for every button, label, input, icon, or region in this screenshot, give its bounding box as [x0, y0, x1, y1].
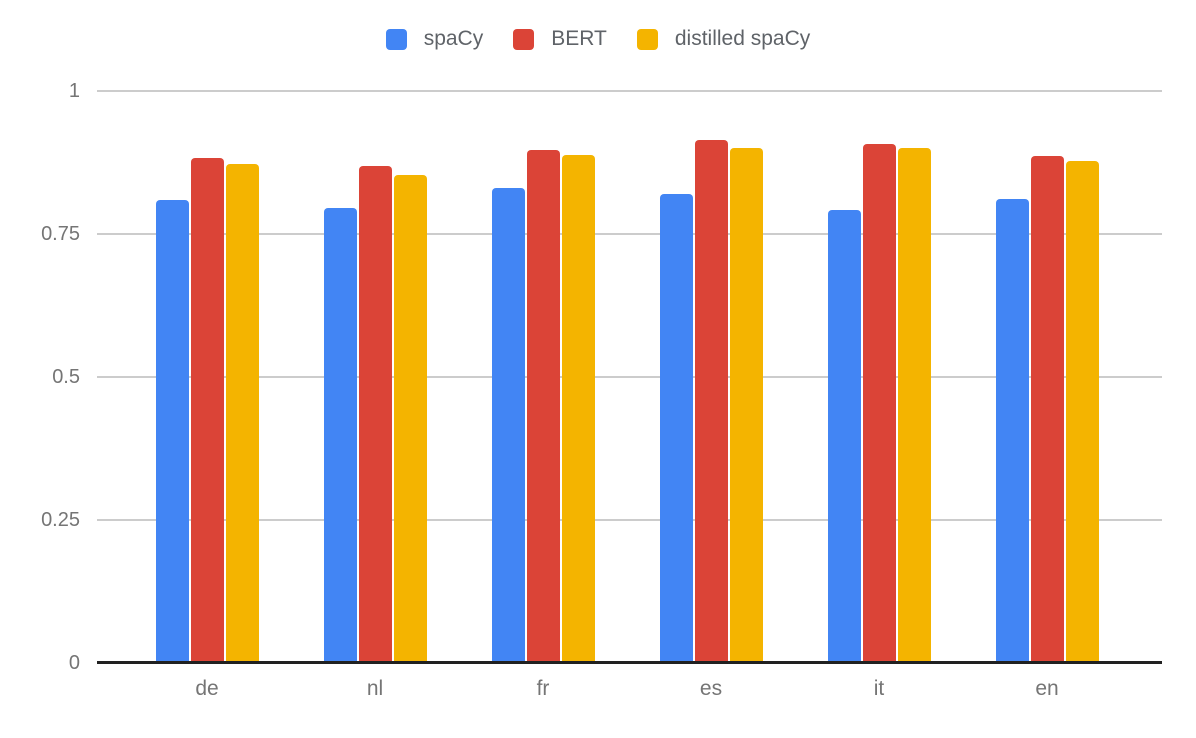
legend-swatch-icon: [385, 28, 407, 50]
bar-group-en: [995, 91, 1099, 663]
y-tick-label: 0.75: [41, 223, 80, 245]
bar-de-spacy[interactable]: [155, 199, 189, 663]
chart-legend: spaCy BERT distilled spaCy: [0, 26, 1196, 52]
bar-it-bert[interactable]: [862, 143, 896, 663]
legend-label: BERT: [551, 27, 607, 50]
bar-fr-distilled-spacy[interactable]: [561, 154, 595, 663]
y-tick-label: 0.5: [52, 366, 80, 388]
x-tick-label-it: it: [873, 677, 885, 700]
bar-es-spacy[interactable]: [659, 193, 693, 663]
plot-area: [97, 90, 1162, 664]
legend-item-0[interactable]: spaCy: [385, 26, 484, 52]
y-tick-label: 0.25: [41, 509, 80, 531]
bar-en-bert[interactable]: [1030, 156, 1064, 663]
gridline-0.25: [97, 519, 1162, 521]
x-tick-label-de: de: [195, 677, 219, 700]
legend-label: spaCy: [423, 27, 484, 50]
bar-group-fr: [491, 91, 595, 663]
gridline-1: [97, 90, 1162, 92]
y-tick-label: 1: [68, 80, 80, 102]
x-tick-label-fr: fr: [536, 677, 550, 700]
x-tick-label-nl: nl: [366, 677, 384, 700]
bar-group-it: [827, 91, 931, 663]
gridline-0.5: [97, 376, 1162, 378]
bar-fr-bert[interactable]: [526, 149, 560, 663]
gridline-0.75: [97, 233, 1162, 235]
x-tick-label-en: en: [1035, 677, 1059, 700]
legend-item-1[interactable]: BERT: [513, 26, 607, 52]
y-tick-label: 0: [68, 652, 80, 674]
legend-swatch-icon: [513, 28, 535, 50]
bar-nl-spacy[interactable]: [323, 208, 357, 663]
bar-es-bert[interactable]: [694, 139, 728, 663]
bar-it-spacy[interactable]: [827, 209, 861, 663]
bar-it-distilled-spacy[interactable]: [897, 148, 931, 663]
bar-en-spacy[interactable]: [995, 198, 1029, 663]
bar-group-es: [659, 91, 763, 663]
legend-label: distilled spaCy: [674, 27, 811, 50]
bar-nl-distilled-spacy[interactable]: [393, 174, 427, 663]
bar-es-distilled-spacy[interactable]: [729, 147, 763, 663]
bar-nl-bert[interactable]: [358, 165, 392, 663]
legend-swatch-icon: [636, 28, 658, 50]
bar-de-distilled-spacy[interactable]: [225, 164, 259, 663]
bar-group-nl: [323, 91, 427, 663]
bar-fr-spacy[interactable]: [491, 188, 525, 663]
x-tick-label-es: es: [699, 677, 723, 700]
legend-item-2[interactable]: distilled spaCy: [636, 26, 811, 52]
x-axis-line: [97, 661, 1162, 664]
bar-en-distilled-spacy[interactable]: [1065, 161, 1099, 663]
bar-group-de: [155, 91, 259, 663]
bar-de-bert[interactable]: [190, 157, 224, 663]
